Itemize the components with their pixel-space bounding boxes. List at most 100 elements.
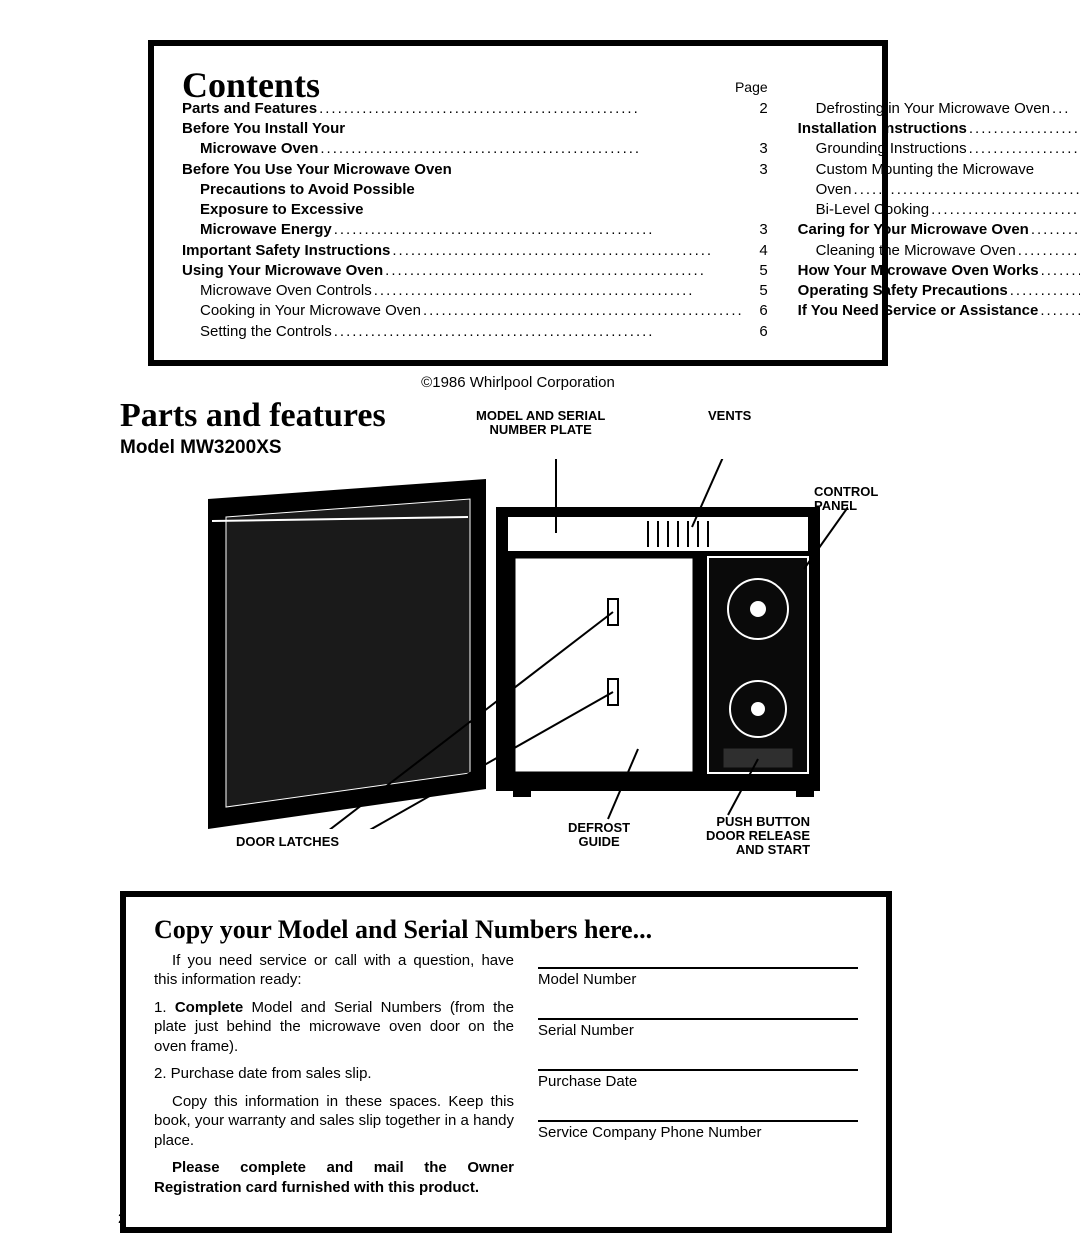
toc-dots <box>332 322 746 342</box>
toc-page: 5 <box>746 281 768 301</box>
toc-row: Bi-Level Cooking10 <box>798 200 1080 220</box>
toc-label: Before You Install Your <box>182 119 345 139</box>
toc-dots <box>332 220 746 240</box>
toc-label: Microwave Oven <box>182 139 318 159</box>
toc-label: Setting the Controls <box>182 322 332 342</box>
field-service: Service Company Phone Number <box>538 1104 858 1141</box>
contents-col-left: Page Parts and Features2Before You Insta… <box>182 78 768 342</box>
toc-page: 3 <box>746 160 768 180</box>
toc-row: Operating Safety Precautions12 <box>798 281 1080 301</box>
toc-label: Microwave Energy <box>182 220 332 240</box>
toc-row: Parts and Features2 <box>182 99 768 119</box>
copy-item1: 1. Complete Model and Serial Numbers (fr… <box>154 998 514 1057</box>
copy-instructions: If you need service or call with a quest… <box>154 951 514 1206</box>
toc-label: Important Safety Instructions <box>182 241 390 261</box>
toc-label: Using Your Microwave Oven <box>182 261 383 281</box>
toc-label: Parts and Features <box>182 99 317 119</box>
toc-row: Microwave Oven 3 <box>182 139 768 159</box>
toc-row: How Your Microwave Oven Works11 <box>798 261 1080 281</box>
toc-label: Installation Instructions <box>798 119 967 139</box>
copy-title: Copy your Model and Serial Numbers here.… <box>154 915 858 945</box>
page-number: 2 <box>118 1210 126 1226</box>
toc-label: Bi-Level Cooking <box>798 200 929 220</box>
toc-dots <box>421 301 746 321</box>
toc-row: Setting the Controls 6 <box>182 322 768 342</box>
toc-dots <box>372 281 746 301</box>
toc-row: If You Need Service or Assistance14 <box>798 301 1080 321</box>
toc-row: Defrosting in Your Microwave Oven7 <box>798 99 1080 119</box>
label-vents: VENTS <box>708 409 751 423</box>
toc-label: Before You Use Your Microwave Oven <box>182 160 452 180</box>
toc-label: Oven <box>798 180 852 200</box>
copy-item2: 2. Purchase date from sales slip. <box>154 1064 514 1084</box>
toc-label: Operating Safety Precautions <box>798 281 1008 301</box>
toc-row: Precautions to Avoid Possible <box>182 180 768 200</box>
field-line[interactable] <box>538 1104 858 1122</box>
field-label: Purchase Date <box>538 1073 858 1090</box>
toc-row: Before You Use Your Microwave Oven 3 <box>182 160 768 180</box>
toc-row: Before You Install Your <box>182 119 768 139</box>
toc-label: Grounding Instructions <box>798 139 967 159</box>
toc-label: If You Need Service or Assistance <box>798 301 1039 321</box>
toc-dots <box>929 200 1080 220</box>
contents-box: Contents Page Parts and Features2Before … <box>148 40 888 366</box>
copy-numbers-box: Copy your Model and Serial Numbers here.… <box>120 891 892 1234</box>
toc-dots <box>1038 301 1080 321</box>
toc-row: Cooking in Your Microwave Oven 6 <box>182 301 768 321</box>
page-header: Page <box>798 78 1080 97</box>
field-model: Model Number <box>538 951 858 988</box>
toc-dots <box>1016 241 1080 261</box>
toc-dots <box>1029 220 1080 240</box>
label-door-latches: DOOR LATCHES <box>236 835 339 849</box>
copy-keep: Copy this information in these spaces. K… <box>154 1092 514 1151</box>
toc-row: Microwave Oven Controls 5 <box>182 281 768 301</box>
toc-dots <box>967 119 1080 139</box>
copy-mail: Please complete and mail the Owner Regis… <box>154 1158 514 1197</box>
toc-row: Important Safety Instructions 4 <box>182 241 768 261</box>
contents-columns: Page Parts and Features2Before You Insta… <box>182 78 854 342</box>
toc-label: Caring for Your Microwave Oven <box>798 220 1029 240</box>
toc-page: 6 <box>746 322 768 342</box>
toc-row: Microwave Energy3 <box>182 220 768 240</box>
toc-dots <box>852 180 1080 200</box>
toc-dots <box>1050 99 1070 119</box>
page-header: Page <box>182 78 768 97</box>
toc-dots <box>318 139 745 159</box>
toc-page: 4 <box>746 241 768 261</box>
toc-dots <box>1039 261 1080 281</box>
toc-dots <box>383 261 746 281</box>
toc-label: Precautions to Avoid Possible <box>182 180 415 200</box>
field-line[interactable] <box>538 1002 858 1020</box>
field-label: Service Company Phone Number <box>538 1124 858 1141</box>
field-label: Serial Number <box>538 1022 858 1039</box>
toc-label: Custom Mounting the Microwave <box>798 160 1034 180</box>
field-label: Model Number <box>538 971 858 988</box>
toc-row: Grounding Instructions9 <box>798 139 1080 159</box>
field-serial: Serial Number <box>538 1002 858 1039</box>
toc-row: Custom Mounting the Microwave <box>798 160 1080 180</box>
copy-fields: Model Number Serial Number Purchase Date… <box>538 951 858 1206</box>
toc-row: Exposure to Excessive <box>182 200 768 220</box>
toc-label: Microwave Oven Controls <box>182 281 372 301</box>
toc-label: Cleaning the Microwave Oven <box>798 241 1016 261</box>
field-purchase: Purchase Date <box>538 1053 858 1090</box>
toc-label: Exposure to Excessive <box>182 200 363 220</box>
toc-row: Oven10 <box>798 180 1080 200</box>
label-model-serial: MODEL AND SERIAL NUMBER PLATE <box>476 409 605 438</box>
toc-row: Using Your Microwave Oven 5 <box>182 261 768 281</box>
microwave-illustration <box>168 459 848 829</box>
toc-page: 6 <box>746 301 768 321</box>
model-number: Model MW3200XS <box>120 437 910 459</box>
toc-page: 3 <box>746 139 768 159</box>
toc-dots <box>1008 281 1080 301</box>
toc-label: Cooking in Your Microwave Oven <box>182 301 421 321</box>
copy-intro: If you need service or call with a quest… <box>154 951 514 990</box>
toc-row: Caring for Your Microwave Oven10 <box>798 220 1080 240</box>
toc-row: Cleaning the Microwave Oven10 <box>798 241 1080 261</box>
document-page: Contents Page Parts and Features2Before … <box>120 40 970 1233</box>
toc-label: Defrosting in Your Microwave Oven <box>798 99 1050 119</box>
field-line[interactable] <box>538 951 858 969</box>
toc-page: 5 <box>746 261 768 281</box>
contents-col-right: Page Defrosting in Your Microwave Oven7I… <box>798 78 1080 342</box>
field-line[interactable] <box>538 1053 858 1071</box>
